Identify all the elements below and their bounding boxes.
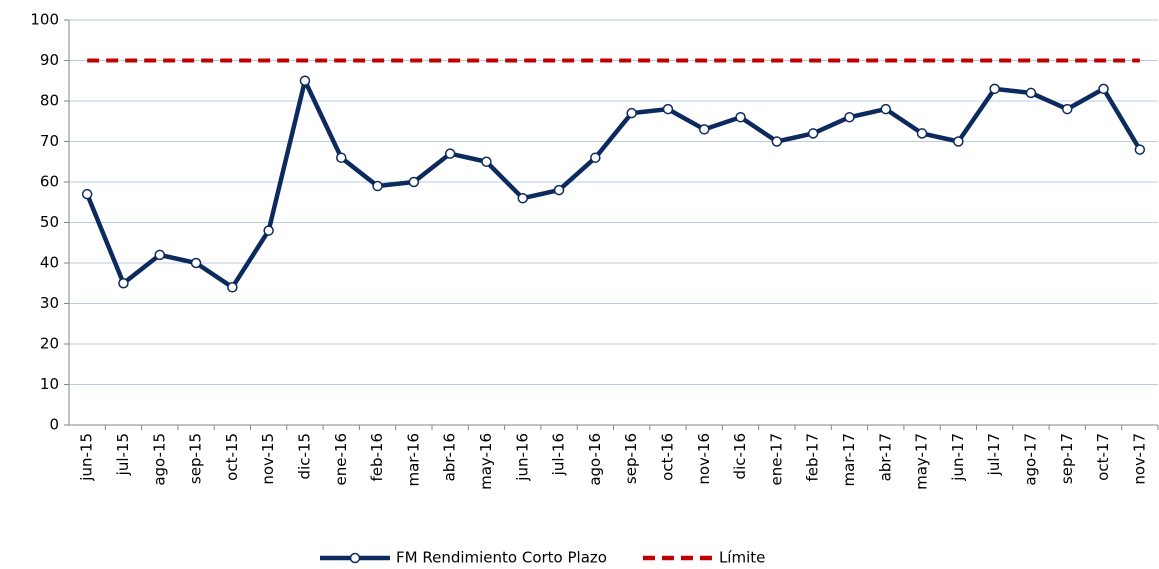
marker <box>1025 87 1037 99</box>
x-tick-label: ago-17 <box>1021 433 1039 486</box>
x-tick-label: oct-17 <box>1094 433 1112 481</box>
legend-marker <box>349 552 361 564</box>
y-tick-label: 30 <box>40 294 59 312</box>
marker <box>953 136 964 147</box>
marker <box>590 152 601 163</box>
marker <box>662 103 674 115</box>
x-tick-label: may-16 <box>477 433 495 490</box>
marker <box>880 103 891 115</box>
x-tick-label: feb-17 <box>804 433 822 482</box>
marker <box>263 225 274 236</box>
x-tick-label: abr-16 <box>441 433 459 481</box>
x-tick-label: jun-16 <box>513 433 531 482</box>
x-tick-label: ene-17 <box>767 433 785 485</box>
marker <box>1134 144 1146 155</box>
x-tick-label: may-17 <box>913 433 931 490</box>
y-tick-label: 50 <box>40 213 59 231</box>
x-tick-label: ene-16 <box>332 433 350 485</box>
x-tick-label: nov-17 <box>1130 433 1148 485</box>
marker <box>81 188 93 200</box>
x-tick-label: abr-17 <box>876 433 894 481</box>
x-tick-label: sep-17 <box>1058 433 1076 484</box>
legend-label: FM Rendimiento Corto Plazo <box>396 549 607 567</box>
x-tick-label: dic-16 <box>731 433 749 479</box>
y-tick-label: 80 <box>40 92 59 110</box>
marker <box>699 124 710 135</box>
marker <box>517 192 528 204</box>
marker <box>1062 103 1073 115</box>
x-tick-label: oct-15 <box>223 433 241 481</box>
marker <box>1098 83 1109 95</box>
marker <box>190 257 202 269</box>
legend-label: Límite <box>719 549 765 567</box>
x-tick-label: mar-16 <box>404 433 422 487</box>
y-tick-label: 60 <box>40 173 59 191</box>
marker <box>118 278 129 289</box>
marker <box>844 111 855 123</box>
x-tick-label: mar-17 <box>840 433 858 487</box>
marker <box>444 148 456 159</box>
x-tick-label: ago-15 <box>150 433 168 486</box>
y-tick-label: 0 <box>49 416 59 434</box>
x-tick-label: jul-15 <box>114 433 132 476</box>
marker <box>771 136 783 147</box>
x-tick-label: jun-17 <box>949 433 967 482</box>
x-tick-label: jul-16 <box>550 433 568 476</box>
marker <box>408 176 420 188</box>
x-tick-label: oct-16 <box>658 433 676 481</box>
x-tick-label: sep-16 <box>622 433 640 484</box>
y-tick-label: 70 <box>40 132 59 150</box>
y-tick-label: 40 <box>40 254 59 272</box>
y-tick-label: 20 <box>40 335 59 353</box>
x-tick-label: jun-15 <box>78 433 96 482</box>
marker <box>227 282 238 293</box>
x-tick-label: nov-16 <box>695 433 713 485</box>
marker <box>299 75 311 86</box>
x-tick-label: dic-15 <box>295 433 313 479</box>
x-tick-label: feb-16 <box>368 433 386 482</box>
marker <box>553 184 565 196</box>
x-tick-label: sep-15 <box>187 433 205 484</box>
marker <box>336 152 347 163</box>
y-tick-label: 10 <box>40 375 59 393</box>
marker <box>807 128 819 139</box>
y-tick-label: 100 <box>30 11 59 29</box>
marker <box>989 83 1000 95</box>
marker <box>372 180 383 192</box>
marker <box>154 249 165 261</box>
marker <box>916 128 928 139</box>
series-line <box>85 78 1142 290</box>
y-tick-label: 90 <box>40 51 59 69</box>
marker <box>735 111 746 123</box>
x-tick-label: jul-17 <box>985 433 1003 476</box>
marker <box>626 107 637 119</box>
marker <box>481 156 492 167</box>
x-tick-label: ago-16 <box>586 433 604 486</box>
x-tick-label: nov-15 <box>259 433 277 485</box>
